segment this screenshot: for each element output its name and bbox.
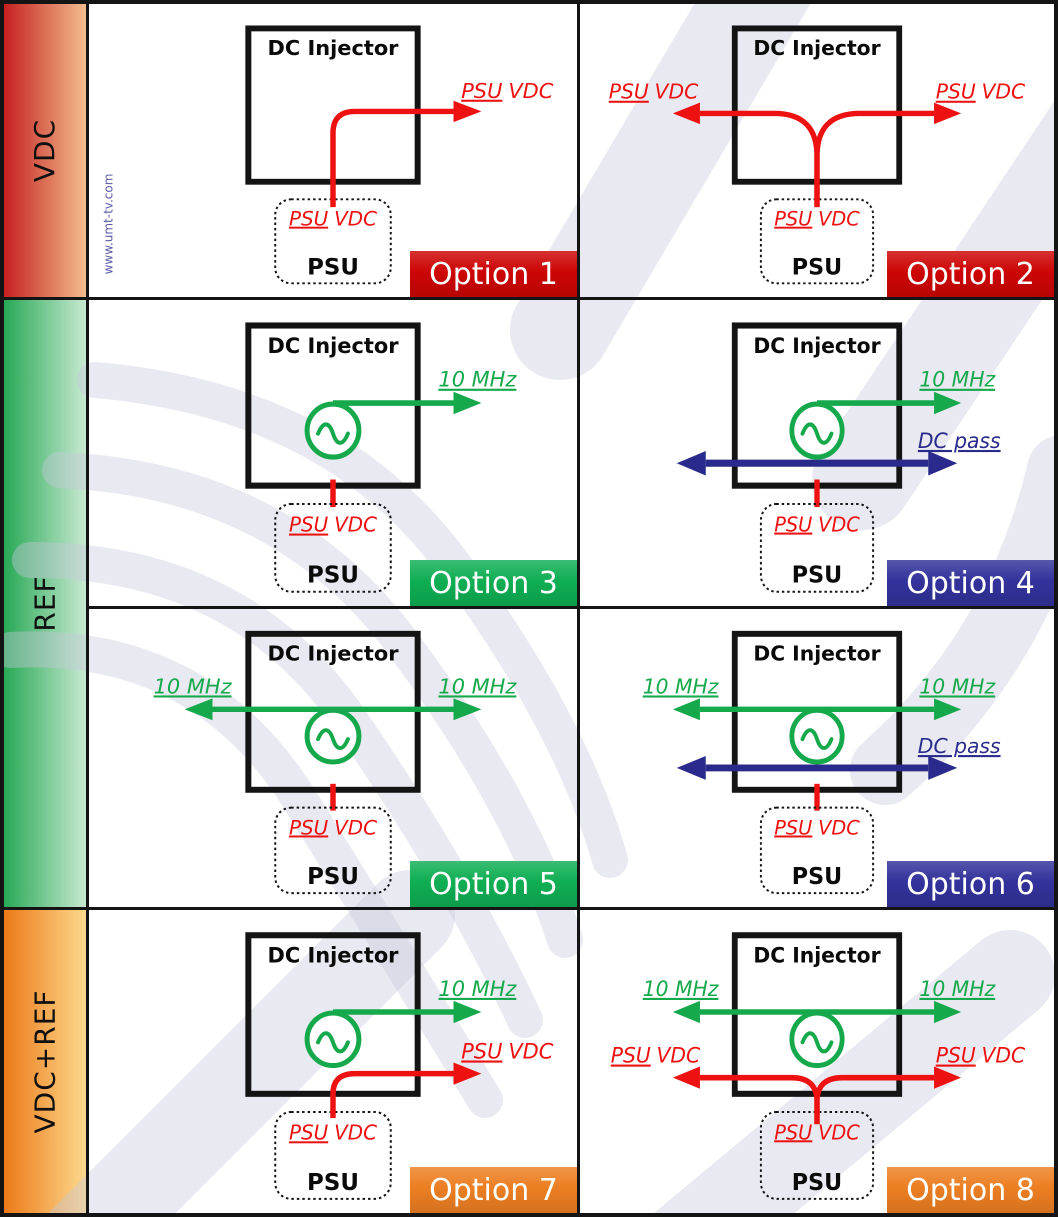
psu-vdc-box-label: PSU VDC: [289, 512, 377, 536]
option-8-badge: Option 8: [887, 1167, 1054, 1213]
psu-label: PSU: [792, 1169, 842, 1196]
ref-right-label: 10 MHz: [438, 674, 517, 698]
psu-vdc-box-label: PSU VDC: [774, 1121, 860, 1144]
ref-arrow-right: [817, 391, 962, 415]
dc-pass-arrow: [676, 756, 958, 780]
psu-vdc-left-label: PSU VDC: [611, 1043, 701, 1068]
psu-vdc-box-label: PSU VDC: [289, 1120, 377, 1144]
dc-injector-label: DC Injector: [267, 333, 399, 358]
psu-vdc-box-label: PSU VDC: [774, 513, 860, 537]
ref-right-label: 10 MHz: [919, 674, 996, 698]
psu-vdc-right-label: PSU VDC: [936, 80, 1026, 104]
option-6-cell: DC Injector PSU VDC PSU 10 MHz 10 MHz DC …: [580, 609, 1054, 907]
option-7-badge: Option 7: [410, 1167, 577, 1213]
ref-right-label: 10 MHz: [919, 367, 996, 392]
psu-vdc-arrow-right: [814, 1066, 962, 1125]
grid-line-row-3: [4, 907, 1054, 910]
psu-vdc-right-label: PSU VDC: [936, 1043, 1026, 1068]
option-4-badge: Option 4: [887, 560, 1054, 606]
dc-injector-label: DC Injector: [753, 334, 881, 359]
sine-icon: [800, 728, 834, 750]
sidebar-band-vdc: VDC: [4, 4, 86, 297]
sine-icon: [800, 422, 834, 445]
option-2-cell: DC Injector PSU VDC PSU PSU VDC PSU VDC Opt…: [580, 4, 1054, 297]
option-4-cell: DC Injector PSU VDC PSU 10 MHz DC pass Op…: [580, 300, 1054, 606]
ref-right-label: 10 MHz: [438, 366, 517, 391]
psu-vdc-arrow-right: [330, 100, 482, 208]
ref-right-label: 10 MHz: [438, 976, 517, 1001]
psu-label: PSU: [307, 255, 359, 281]
sidebar-label-vdc: VDC: [28, 118, 62, 183]
dc-pass-label: DC pass: [918, 734, 1001, 758]
sidebar-label-vdc-ref: VDC+REF: [28, 989, 62, 1134]
option-5-cell: DC Injector PSU VDC PSU 10 MHz 10 MHz Opt…: [89, 609, 577, 907]
option-1-badge: Option 1: [410, 251, 577, 297]
psu-vdc-box-label: PSU VDC: [774, 208, 860, 231]
psu-vdc-left-label: PSU VDC: [609, 80, 699, 104]
dc-pass-label: DC pass: [918, 428, 1001, 453]
psu-label: PSU: [307, 561, 359, 588]
dc-injector-label: DC Injector: [267, 942, 399, 967]
psu-label: PSU: [792, 562, 842, 589]
psu-vdc-box-label: PSU VDC: [774, 816, 860, 839]
sidebar-label-ref: REF: [28, 575, 62, 632]
dc-injector-label: DC Injector: [753, 943, 881, 968]
psu-vdc-arrow-right: [814, 102, 962, 208]
psu-label: PSU: [307, 864, 359, 890]
psu-vdc-right-label: PSU VDC: [461, 1038, 553, 1063]
option-6-badge: Option 6: [887, 861, 1054, 907]
sidebar-band-ref: REF: [4, 300, 86, 907]
psu-label: PSU: [792, 864, 842, 890]
sine-icon: [800, 1031, 834, 1054]
dc-injector-label: DC Injector: [267, 642, 399, 666]
option-2-badge: Option 2: [887, 251, 1054, 297]
psu-vdc-arrow-left: [672, 102, 820, 208]
psu-vdc-box-label: PSU VDC: [289, 208, 377, 231]
sine-icon: [316, 422, 350, 445]
option-5-badge: Option 5: [410, 861, 577, 907]
grid-line-row-2: [86, 606, 1054, 609]
sine-icon: [316, 728, 350, 750]
sine-icon: [316, 1031, 350, 1054]
psu-vdc-right-label: PSU VDC: [461, 79, 554, 103]
option-1-cell: DC Injector PSU VDC PSU PSU VDC Option 1: [89, 4, 577, 297]
ref-right-label: 10 MHz: [919, 976, 996, 1001]
psu-vdc-arrow-right: [330, 1062, 482, 1119]
ref-left-label: 10 MHz: [643, 976, 720, 1001]
dc-injector-label: DC Injector: [753, 36, 880, 60]
psu-label: PSU: [792, 254, 842, 280]
ref-left-label: 10 MHz: [154, 674, 233, 698]
ref-arrow-right: [333, 1000, 482, 1024]
ref-arrow-right: [333, 391, 482, 415]
option-3-badge: Option 3: [410, 560, 577, 606]
dc-injector-label: DC Injector: [267, 36, 399, 60]
option-8-cell: DC Injector PSU VDC PSU 10 MHz 10 MHz PSU…: [580, 910, 1054, 1213]
psu-vdc-box-label: PSU VDC: [289, 817, 377, 840]
psu-label: PSU: [307, 1170, 359, 1196]
option-7-cell: DC Injector PSU VDC PSU 10 MHz PSU VDC Opt…: [89, 910, 577, 1213]
ref-left-label: 10 MHz: [643, 674, 720, 698]
grid-line-row-1: [4, 297, 1054, 300]
option-3-cell: DC Injector PSU VDC PSU 10 MHz Option 3: [89, 300, 577, 606]
sidebar-band-vdc-ref: VDC+REF: [4, 910, 86, 1213]
dc-pass-arrow: [676, 450, 958, 476]
dc-injector-label: DC Injector: [753, 641, 881, 665]
